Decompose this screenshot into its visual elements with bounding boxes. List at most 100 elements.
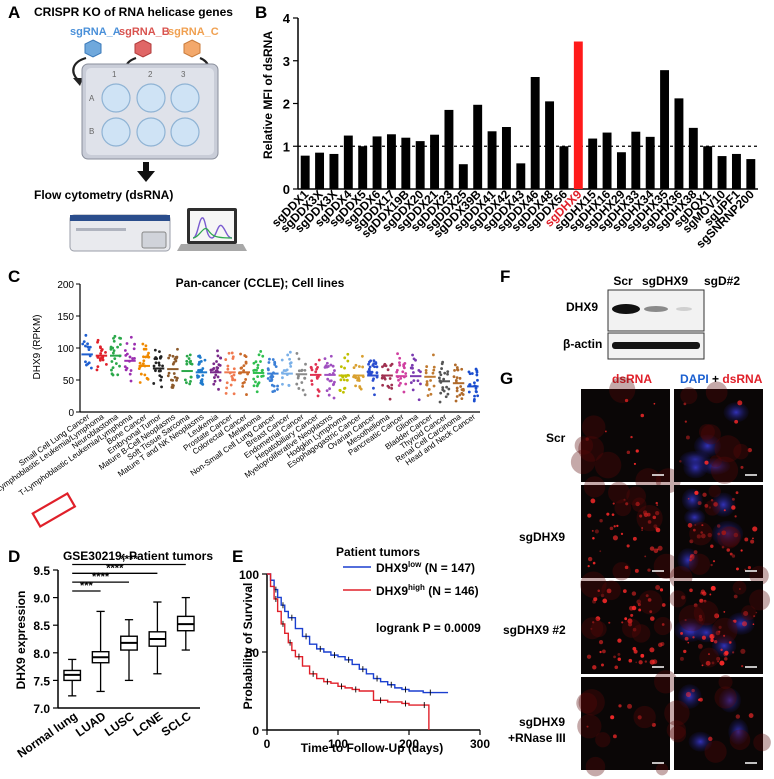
well-col-2: 2 bbox=[148, 70, 153, 79]
data-point bbox=[388, 397, 392, 401]
panel-e-title: Patient tumors bbox=[336, 545, 420, 559]
background-haze bbox=[753, 733, 771, 752]
data-point bbox=[316, 394, 320, 398]
sgrna-c-label: sgRNA_C bbox=[168, 26, 219, 38]
data-point bbox=[460, 388, 464, 392]
panel-e-survival: E Patient tumors DHX9low (N = 147) DHX9h… bbox=[232, 545, 490, 755]
nucleus bbox=[688, 731, 713, 752]
dsrna-signal bbox=[698, 614, 703, 618]
data-point bbox=[157, 363, 161, 367]
data-point bbox=[96, 340, 99, 344]
dsrna-signal bbox=[702, 591, 707, 596]
dsrna-signal bbox=[702, 492, 707, 497]
data-point bbox=[217, 387, 220, 391]
x-tick-label: Normal lung bbox=[15, 709, 80, 761]
dsrna-signal bbox=[699, 598, 704, 603]
dsrna-signal bbox=[693, 528, 696, 532]
background-haze bbox=[653, 553, 679, 579]
row-label-sgdhx9-2: sgDHX9 #2 bbox=[503, 623, 566, 637]
dsrna-signal bbox=[710, 638, 714, 643]
dsrna-signal bbox=[586, 654, 592, 659]
data-point bbox=[354, 376, 358, 380]
data-point bbox=[174, 359, 178, 363]
data-point bbox=[458, 393, 462, 397]
data-point bbox=[142, 347, 146, 351]
dsrna-signal bbox=[738, 588, 741, 590]
data-point bbox=[276, 388, 279, 391]
dsrna-signal bbox=[602, 598, 608, 604]
data-point bbox=[281, 376, 284, 380]
data-point bbox=[167, 356, 171, 360]
well bbox=[170, 83, 200, 113]
dsrna-signal bbox=[617, 657, 622, 661]
dsrna-signal bbox=[707, 532, 712, 538]
bar bbox=[645, 136, 655, 189]
panel-c-points bbox=[81, 333, 480, 404]
data-point bbox=[144, 355, 148, 359]
data-point bbox=[295, 382, 299, 386]
background-haze bbox=[576, 692, 598, 714]
data-point bbox=[173, 375, 177, 379]
dsrna-signal bbox=[641, 529, 644, 531]
x-tick-label: SCLC bbox=[159, 709, 194, 739]
data-point bbox=[95, 368, 99, 372]
data-point bbox=[310, 383, 314, 386]
data-point bbox=[112, 336, 115, 340]
data-point bbox=[426, 394, 430, 397]
nucleus bbox=[681, 488, 703, 512]
dsrna-signal bbox=[752, 526, 758, 532]
dsrna-signal bbox=[687, 641, 690, 644]
data-point bbox=[261, 368, 264, 372]
dsrna-signal bbox=[624, 617, 628, 621]
dsrna-signal bbox=[731, 505, 736, 510]
y-tick-label: 9.5 bbox=[33, 564, 50, 578]
data-point bbox=[412, 379, 416, 383]
dsrna-signal bbox=[709, 633, 715, 640]
data-point bbox=[357, 365, 361, 368]
data-point bbox=[113, 357, 117, 361]
data-point bbox=[432, 384, 436, 388]
data-point bbox=[111, 351, 115, 355]
well bbox=[170, 117, 200, 147]
data-point bbox=[268, 357, 271, 361]
dsrna-signal bbox=[729, 552, 733, 556]
lane-label-scr: Scr bbox=[613, 274, 633, 288]
data-point bbox=[160, 385, 163, 389]
data-point bbox=[402, 390, 406, 394]
data-point bbox=[166, 374, 170, 378]
nucleus bbox=[723, 402, 749, 423]
dsrna-signal bbox=[644, 555, 647, 558]
well bbox=[136, 83, 166, 113]
dsrna-signal bbox=[701, 664, 704, 667]
panel-c-axes: 0 50 100 150 200 bbox=[57, 280, 480, 419]
data-point bbox=[245, 393, 248, 396]
y-tick-label: 9.0 bbox=[33, 592, 50, 606]
dsrna-signal bbox=[592, 561, 596, 565]
panel-b-letter: B bbox=[255, 3, 267, 22]
data-point bbox=[396, 352, 399, 356]
blot-row-actin: β-actin bbox=[563, 337, 602, 351]
data-point bbox=[326, 377, 330, 381]
panel-c-ylabel: DHX9 (RPKM) bbox=[32, 314, 43, 379]
data-point bbox=[152, 364, 156, 368]
dsrna-signal bbox=[632, 646, 637, 651]
data-point bbox=[185, 354, 189, 358]
dsrna-signal bbox=[735, 714, 741, 719]
significance-label: **** bbox=[120, 553, 138, 565]
data-point bbox=[296, 376, 300, 380]
panel-c-title: Pan-cancer (CCLE); Cell lines bbox=[176, 276, 345, 290]
dsrna-signal bbox=[624, 398, 629, 403]
x-tick-label: B-Lymphoblastic Leukemia/Lymphoma bbox=[0, 412, 106, 498]
data-point bbox=[381, 365, 384, 369]
data-point bbox=[432, 368, 436, 372]
panel-c-scatter: C Pan-cancer (CCLE); Cell lines DHX9 (RP… bbox=[0, 267, 480, 528]
background-haze bbox=[612, 562, 631, 581]
dsrna-signal bbox=[726, 548, 731, 552]
data-point bbox=[84, 333, 88, 337]
dsrna-signal bbox=[687, 497, 690, 500]
data-point bbox=[427, 388, 431, 391]
data-point bbox=[213, 379, 217, 383]
dsrna-signal bbox=[634, 568, 639, 573]
background-haze bbox=[631, 624, 651, 643]
data-point bbox=[123, 365, 127, 369]
